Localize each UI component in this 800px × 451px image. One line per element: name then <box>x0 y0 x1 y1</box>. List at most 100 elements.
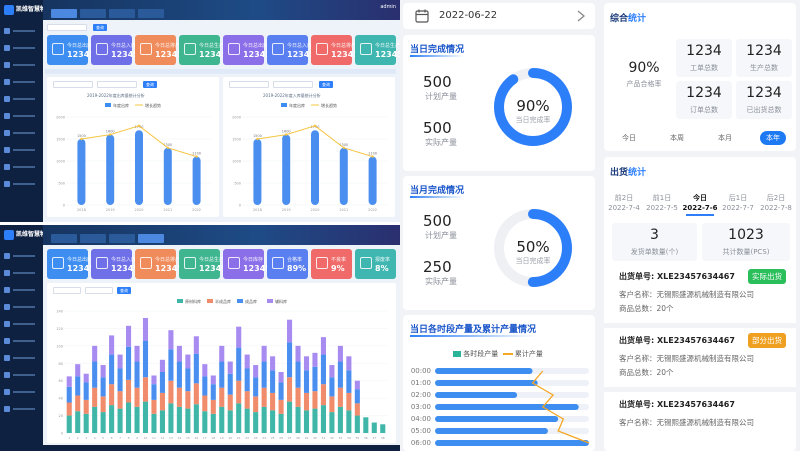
search-button[interactable]: 查询 <box>93 24 107 31</box>
kpi-card[interactable]: 今日总入库 12345 <box>91 35 139 65</box>
hour-label: 06:00 <box>411 439 431 447</box>
date-end-input-2[interactable] <box>273 81 313 88</box>
shipment-number[interactable]: 出货单号: XLE23457634467 <box>619 400 735 409</box>
sidebar-item[interactable] <box>4 181 39 187</box>
period-week[interactable]: 本周 <box>670 134 684 142</box>
day-tab[interactable]: 前1日 2022-7-5 <box>642 193 682 213</box>
sidebar-item[interactable] <box>4 79 39 85</box>
bar <box>282 134 291 205</box>
x-tick-label: 9 <box>136 436 138 440</box>
kpi-card[interactable]: 今日总排产 12345 <box>311 35 359 65</box>
menu-label <box>13 357 35 359</box>
kpi-card[interactable]: 今日总排产 12345 <box>135 35 183 65</box>
sidebar-item[interactable] <box>4 338 39 344</box>
period-today[interactable]: 今日 <box>622 134 636 142</box>
sidebar-item[interactable] <box>4 28 39 34</box>
user-name[interactable]: admin <box>380 4 396 10</box>
kpi-card[interactable]: 今日总入库 12345 <box>267 35 315 65</box>
sidebar-item[interactable] <box>4 62 39 68</box>
period-month[interactable]: 本月 <box>718 134 732 142</box>
menu-icon <box>4 113 10 119</box>
card-label: 报废率 <box>375 257 391 263</box>
day-tab[interactable]: 前2日 2022-7-4 <box>604 193 644 213</box>
search-button-left[interactable]: 查询 <box>143 81 157 88</box>
sidebar-item[interactable] <box>4 406 39 412</box>
kpi-card[interactable]: 今日总出库 12345 <box>47 249 95 279</box>
sidebar-item[interactable] <box>4 355 39 361</box>
kpi-card[interactable]: 今日总入库 12345 <box>91 249 139 279</box>
tab-3[interactable] <box>109 9 135 18</box>
calendar-icon[interactable] <box>415 9 429 23</box>
x-tick-label: 2019 <box>282 208 291 212</box>
sidebar-item[interactable] <box>4 45 39 51</box>
legend-label: 增长趋势 <box>321 102 337 108</box>
sidebar-item[interactable] <box>4 130 39 136</box>
stacked-bar-segment <box>75 376 81 396</box>
card-value: 12345 <box>287 50 315 59</box>
search-button-b[interactable]: 查询 <box>117 287 131 294</box>
filter-input[interactable] <box>47 24 87 31</box>
stacked-bar-segment <box>278 372 284 383</box>
date-start-input-2[interactable] <box>229 81 269 88</box>
kpi-card[interactable]: 今日库存 12345 <box>223 249 271 279</box>
tab-b4[interactable] <box>138 234 164 243</box>
stacked-bar-segment <box>126 325 132 347</box>
sidebar-item[interactable] <box>4 304 39 310</box>
sidebar-item[interactable] <box>4 389 39 395</box>
month-rate-value: 50% <box>516 238 550 256</box>
tab-b3[interactable] <box>109 234 135 243</box>
stacked-bar-segment <box>312 391 318 409</box>
kpi-card[interactable]: 报废率 8% <box>355 249 396 279</box>
sidebar-item[interactable] <box>4 253 39 259</box>
kpi-card[interactable]: 今日总出库 12345 <box>47 35 95 65</box>
card-label: 今日总出库 <box>67 257 93 263</box>
kpi-card[interactable]: 不良率 9% <box>311 249 352 279</box>
menu-label <box>13 391 35 393</box>
menu-label <box>13 340 35 342</box>
sidebar-item[interactable] <box>4 113 39 119</box>
sidebar-item[interactable] <box>4 321 39 327</box>
tab-b2[interactable] <box>80 234 106 243</box>
date-input-b2[interactable] <box>85 287 113 294</box>
day-tab[interactable]: 后2日 2022-7-8 <box>756 193 796 213</box>
stacked-bar-segment <box>371 422 377 433</box>
kpi-card[interactable]: 今日总排产 12345 <box>135 249 183 279</box>
stacked-bar-segment <box>278 413 284 433</box>
sidebar-item[interactable] <box>4 287 39 293</box>
date-input-b1[interactable] <box>53 287 81 294</box>
tab-1[interactable] <box>51 9 77 18</box>
sidebar-item[interactable] <box>4 164 39 170</box>
sidebar-item[interactable] <box>4 372 39 378</box>
search-button-right[interactable]: 查询 <box>319 81 333 88</box>
x-tick-label: 38 <box>381 436 385 440</box>
date-start-input[interactable] <box>53 81 93 88</box>
day-tab[interactable]: 后1日 2022-7-7 <box>718 193 758 213</box>
shipment-number[interactable]: 出货单号: XLE23457634467 <box>619 336 735 345</box>
stacked-bar-segment <box>354 389 360 404</box>
divider <box>604 323 796 328</box>
x-tick-label: 2 <box>77 436 79 440</box>
legend-swatch <box>207 299 213 303</box>
sidebar-item[interactable] <box>4 96 39 102</box>
bar-value-label: 1500 <box>77 134 86 138</box>
menu-label <box>13 255 35 257</box>
title-part-a: 当月 <box>410 186 429 196</box>
cumulative-line <box>531 370 590 444</box>
period-year[interactable]: 本年 <box>760 131 786 145</box>
sidebar-item[interactable] <box>4 270 39 276</box>
kpi-card[interactable]: 合格率 89% <box>267 249 308 279</box>
day-tab[interactable]: 今日 2022-7-6 <box>680 193 720 216</box>
chevron-right-icon[interactable] <box>577 10 585 22</box>
stacked-bar-segment <box>134 387 140 407</box>
tab-2[interactable] <box>80 9 106 18</box>
tab-4[interactable] <box>138 9 164 18</box>
date-end-input[interactable] <box>97 81 137 88</box>
tab-b1[interactable] <box>51 234 77 243</box>
kpi-card[interactable]: 今日总出库 12345 <box>223 35 271 65</box>
stacked-bar-segment <box>227 361 233 374</box>
sidebar-item[interactable] <box>4 147 39 153</box>
shipment-number[interactable]: 出货单号: XLE23457634467 <box>619 272 735 281</box>
